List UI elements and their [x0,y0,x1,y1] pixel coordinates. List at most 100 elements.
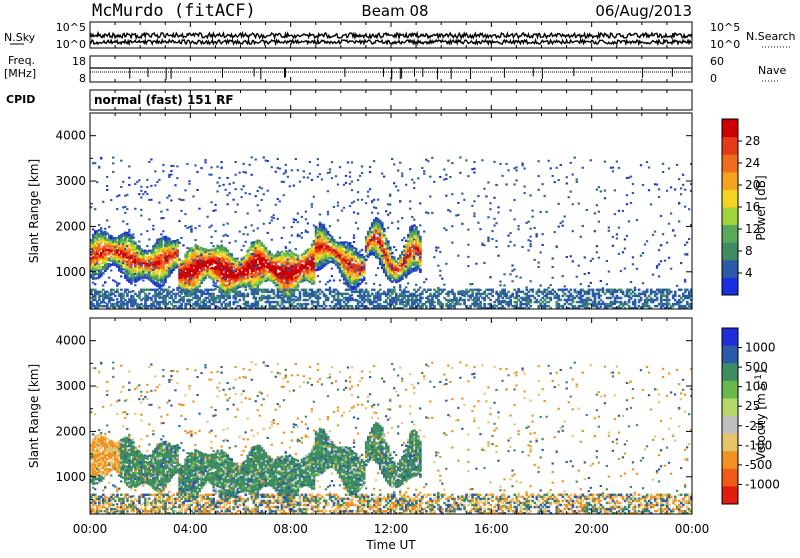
echo-cell [170,174,172,176]
echo-cell [251,263,253,265]
echo-cell [373,206,375,208]
echo-cell [241,249,243,251]
echo-cell [401,217,403,219]
echo-cell [467,244,469,246]
echo-cell [259,273,261,275]
echo-cell [230,263,232,265]
echo-cell [365,282,367,284]
echo-cell [327,211,329,213]
echo-cell [339,237,341,239]
echo-cell [186,227,188,229]
echo-cell [375,274,377,276]
echo-cell [92,228,94,230]
echo-cell [323,224,325,226]
echo-cell [377,199,379,201]
echo-cell [321,178,323,180]
echo-cell [285,170,287,172]
echo-cell [110,199,112,201]
echo-cell [176,177,178,179]
echo-cell [134,284,136,286]
echo-cell [96,181,98,183]
echo-cell [493,225,495,227]
echo-cell [289,185,291,187]
echo-cell [108,258,110,260]
echo-cell [507,169,509,171]
echo-cell [403,257,405,259]
echo-cell [437,247,439,249]
echo-cell [279,168,281,170]
echo-cell [194,239,196,241]
echo-cell [102,272,105,274]
echo-cell [459,156,461,158]
echo-cell [162,164,164,166]
echo-cell [158,179,160,181]
echo-cell [407,282,409,284]
echo-cell [94,283,96,285]
echo-cell [379,246,381,248]
echo-cell [311,289,314,291]
echo-cell [104,282,106,284]
echo-cell [106,219,108,221]
echo-cell [385,243,387,245]
echo-cell [114,295,117,297]
echo-cell [293,185,295,187]
echo-cell [361,262,363,264]
echo-cell [449,176,451,178]
echo-cell [479,289,481,291]
echo-cell [287,262,289,264]
echo-cell [130,283,132,285]
echo-cell [297,289,300,291]
echo-cell [439,176,441,178]
echo-cell [445,195,447,197]
echo-cell [216,280,218,282]
echo-cell [228,192,230,194]
echo-cell [511,293,514,295]
echo-cell [94,263,96,265]
echo-cell [413,187,415,189]
echo-cell [333,261,335,263]
echo-cell [471,283,473,285]
echo-cell [493,218,495,220]
echo-cell [267,160,269,162]
echo-cell [243,233,245,235]
echo-cell [168,195,170,197]
echo-cell [253,253,255,255]
echo-cell [381,222,384,224]
echo-cell [479,295,481,297]
echo-cell [301,232,303,234]
echo-cell [393,289,396,291]
echo-cell [483,188,485,190]
echo-cell [493,161,495,163]
echo-cell [184,282,186,284]
echo-cell [210,166,212,168]
echo-cell [325,305,328,307]
echo-cell [343,184,345,186]
echo-cell [188,183,190,185]
echo-cell [487,238,489,240]
echo-cell [212,245,214,247]
echo-cell [349,176,351,178]
echo-cell [263,156,265,158]
echo-cell [281,251,284,253]
echo-cell [196,248,198,250]
echo-cell [124,212,126,214]
echo-cell [552,266,554,268]
echo-cell [232,199,234,201]
echo-cell [243,185,245,187]
beam-title: Beam 08 [361,2,428,20]
echo-cell [168,238,171,240]
echo-cell [269,252,271,254]
echo-cell [413,258,415,260]
echo-cell [210,225,212,227]
echo-cell [291,265,293,267]
echo-cell [487,181,489,183]
echo-cell [214,288,216,290]
echo-cell [261,242,264,244]
echo-cell [529,228,531,230]
echo-cell [309,161,311,163]
echo-cell [327,281,329,283]
echo-cell [196,189,198,191]
echo-cell [347,161,349,163]
echo-cell [226,223,228,225]
echo-cell [517,228,519,230]
